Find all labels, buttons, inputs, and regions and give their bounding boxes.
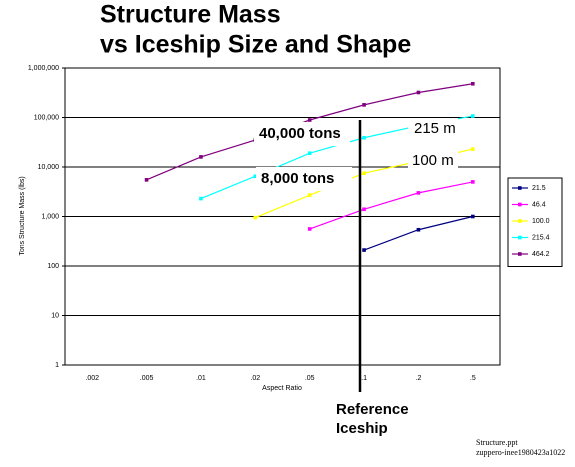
data-point bbox=[253, 174, 258, 179]
data-point bbox=[362, 103, 366, 107]
legend-box bbox=[507, 177, 563, 267]
data-point bbox=[307, 151, 312, 156]
legend-marker bbox=[518, 219, 522, 223]
annotation: 100 m bbox=[412, 152, 454, 169]
data-point bbox=[307, 227, 312, 231]
chart-title: vs Iceship Size and Shape bbox=[100, 31, 411, 59]
annotation-bg bbox=[408, 118, 458, 140]
series-line bbox=[309, 181, 473, 230]
plot-area: 1 10 100 1,000 10,000 100,000 1,000,000 .002 .00… bbox=[28, 65, 563, 382]
annotation-bg bbox=[256, 167, 352, 191]
y-tick-label: 100,000 bbox=[34, 114, 59, 121]
data-point bbox=[416, 90, 421, 95]
series-line bbox=[363, 215, 473, 251]
data-point bbox=[362, 171, 366, 175]
y-tick-label: 100 bbox=[47, 263, 59, 270]
data-point bbox=[362, 135, 366, 140]
y-tick-label: 1 bbox=[55, 362, 59, 369]
footnote: zuppero-inee1980423a1022 bbox=[476, 448, 565, 457]
x-tick-label: .002 bbox=[85, 375, 99, 382]
annotations: 40,000 tons 215 m 8,000 tons 100 m Refer… bbox=[254, 118, 565, 457]
annotation: Reference bbox=[336, 401, 409, 418]
legend-marker bbox=[518, 235, 522, 240]
x-tick-label: .01 bbox=[196, 375, 206, 382]
x-tick-label: .05 bbox=[305, 375, 315, 382]
data-point bbox=[471, 114, 475, 118]
data-point bbox=[199, 196, 203, 201]
annotation: 8,000 tons bbox=[261, 170, 334, 187]
legend-marker bbox=[518, 202, 522, 207]
x-tick-label: .1 bbox=[361, 375, 367, 382]
annotation-bg bbox=[254, 122, 350, 146]
legend: 21.5 46.4 100.0 215.4 464.2 bbox=[507, 177, 563, 267]
y-axis-label: Tons Structure Mass (lbs) bbox=[19, 176, 26, 255]
data-point bbox=[253, 215, 258, 220]
footnote: Structure.ppt bbox=[476, 438, 518, 447]
x-tick-label: .5 bbox=[470, 375, 476, 382]
plot-border bbox=[64, 67, 501, 366]
x-axis-label: Aspect Ratio bbox=[262, 385, 302, 392]
data-point bbox=[416, 227, 421, 232]
legend-label: 21.5 bbox=[532, 185, 546, 192]
annotation: 215 m bbox=[414, 120, 456, 137]
annotation-bg bbox=[408, 150, 458, 172]
data-point bbox=[471, 214, 475, 219]
chart-title: Structure Mass bbox=[100, 1, 281, 29]
data-point bbox=[362, 248, 366, 252]
data-point bbox=[471, 81, 475, 86]
x-tick-label: .2 bbox=[416, 375, 422, 382]
legend-label: 100.0 bbox=[532, 218, 550, 225]
y-tick-label: 1,000,000 bbox=[28, 65, 59, 72]
legend-marker bbox=[518, 186, 522, 190]
data-point bbox=[471, 180, 475, 184]
legend-label: 215.4 bbox=[532, 234, 550, 241]
data-point bbox=[144, 178, 149, 182]
x-tick-label: .02 bbox=[250, 375, 260, 382]
data-point bbox=[416, 191, 421, 195]
data-point bbox=[362, 207, 366, 212]
legend-label: 46.4 bbox=[532, 201, 546, 208]
legend-marker bbox=[518, 252, 522, 256]
data-point bbox=[307, 193, 312, 197]
y-tick-label: 1,000 bbox=[41, 213, 59, 220]
annotation: Iceship bbox=[336, 420, 388, 437]
annotation: 40,000 tons bbox=[259, 125, 341, 142]
data-point bbox=[307, 118, 312, 122]
y-tick-label: 10 bbox=[51, 312, 59, 319]
data-point bbox=[199, 155, 203, 159]
x-tick-label: .005 bbox=[140, 375, 154, 382]
legend-label: 464.2 bbox=[532, 251, 550, 258]
y-tick-label: 10,000 bbox=[38, 164, 60, 171]
data-point bbox=[471, 147, 475, 151]
